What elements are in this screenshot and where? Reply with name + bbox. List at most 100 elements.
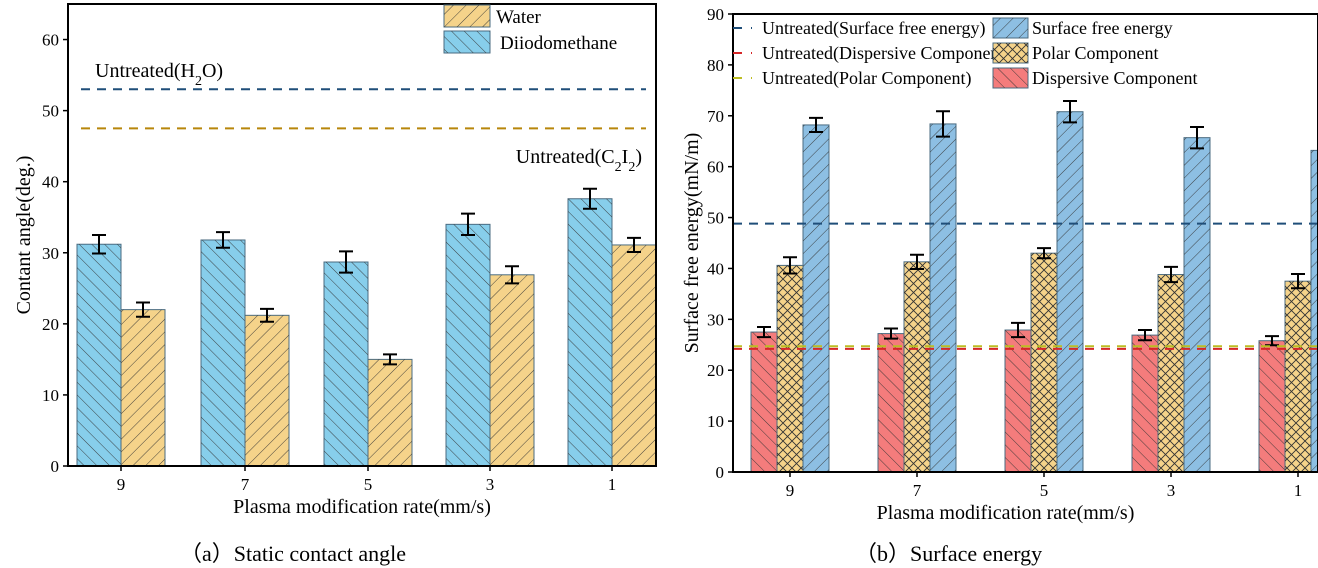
bar-hatch	[77, 244, 121, 466]
legend-swatch-hatch	[444, 31, 490, 53]
bar-hatch	[568, 198, 612, 466]
legend-swatch-hatch	[993, 18, 1028, 38]
error-bar	[92, 234, 106, 255]
bar-hatch	[751, 332, 777, 472]
error-bar	[1138, 329, 1152, 342]
error-bar	[583, 187, 597, 210]
error-bar	[260, 307, 274, 323]
bar-hatch	[878, 333, 904, 472]
bar-hatch	[803, 124, 829, 472]
x-tick-label: 9	[786, 481, 795, 500]
bar-hatch	[1031, 253, 1057, 472]
chart-a: 0 10 20 30 40 50 60 9 7 5 3 1 Plasma modification ra…	[13, 3, 657, 518]
x-tick-label: 7	[913, 481, 922, 500]
y-tick-label: 50	[707, 209, 724, 228]
error-bar	[783, 256, 797, 275]
y-tick-label: 10	[42, 386, 59, 405]
legend-label: Dispersive Component	[1032, 68, 1197, 88]
y-tick-label: 70	[707, 107, 724, 126]
x-tick-label: 1	[608, 475, 617, 494]
x-tick-label: 7	[241, 475, 250, 494]
legend-label: Untreated(Surface free energy)	[762, 18, 986, 39]
legend-label: Diiodomethane	[500, 33, 617, 54]
error-bar	[505, 265, 519, 285]
x-tick-label: 3	[486, 475, 495, 494]
y-tick-label: 0	[51, 457, 60, 476]
bar-hatch	[1132, 335, 1158, 472]
y-tick-label: 30	[42, 244, 59, 263]
chart-b: 0 10 20 30 40 50 60 70 80 90 9 7 5 3 1 Plasma modificat…	[681, 5, 1318, 524]
bar-hatch	[324, 262, 368, 466]
bar-hatch	[201, 239, 245, 466]
legend-label: Untreated(Polar Component)	[762, 68, 971, 89]
bar-hatch	[777, 265, 803, 472]
error-bar	[627, 236, 641, 254]
x-tick-label: 5	[364, 475, 373, 494]
caption-b: （b）Surface energy	[855, 541, 1043, 566]
bar-hatch	[1158, 274, 1184, 472]
error-bar	[1190, 125, 1204, 150]
bar-hatch	[1184, 137, 1210, 472]
error-bar	[1291, 273, 1305, 290]
error-bar	[1011, 321, 1025, 339]
error-bar	[1063, 100, 1077, 124]
error-bar	[383, 353, 397, 366]
y-tick-label: 30	[707, 310, 724, 329]
x-tick-label: 9	[117, 475, 126, 494]
bar-hatch	[904, 261, 930, 472]
error-bar	[809, 116, 823, 134]
legend-swatch-hatch	[993, 43, 1028, 63]
y-tick-label: 60	[42, 31, 59, 50]
y-tick-label: 20	[707, 361, 724, 380]
x-tick-label: 3	[1167, 481, 1176, 500]
y-tick-label: 60	[707, 158, 724, 177]
bar-hatch	[1005, 330, 1031, 472]
y-tick-label: 0	[716, 463, 725, 482]
caption-a: （a）Static contact angle	[180, 541, 407, 566]
y-axis-label: Contant angle(deg.)	[13, 156, 35, 315]
bar-hatch	[446, 224, 490, 466]
y-tick-label: 10	[707, 412, 724, 431]
bar-hatch	[1259, 340, 1285, 472]
bar-hatch	[245, 315, 289, 466]
error-bar	[339, 250, 353, 274]
error-bar	[936, 110, 950, 138]
reference-label: Untreated(H2O)	[95, 60, 223, 89]
error-bar	[136, 301, 150, 318]
y-tick-label: 40	[42, 173, 59, 192]
y-tick-label: 20	[42, 315, 59, 334]
legend-label: Untreated(Dispersive Component)	[762, 43, 1010, 64]
reference-label: Untreated(C2I2)	[516, 146, 642, 175]
bar-hatch	[1285, 281, 1311, 472]
error-bar	[910, 253, 924, 270]
legend-label: Polar Component	[1032, 43, 1159, 63]
x-axis-label: Plasma modification rate(mm/s)	[233, 496, 491, 518]
legend-label: Surface free energy	[1032, 18, 1173, 38]
error-bar	[461, 212, 475, 236]
bar-hatch	[368, 359, 412, 466]
plot-frame	[732, 13, 1318, 473]
x-axis-label: Plasma modification rate(mm/s)	[877, 502, 1135, 524]
error-bar	[216, 231, 230, 249]
x-tick-label: 5	[1040, 481, 1049, 500]
legend-swatch-hatch	[993, 68, 1028, 88]
legend-label: Water	[496, 7, 542, 28]
y-tick-label: 40	[707, 259, 724, 278]
bar-hatch	[121, 309, 165, 466]
error-bar	[1037, 247, 1051, 260]
y-tick-label: 80	[707, 56, 724, 75]
legend-swatch-hatch	[444, 5, 490, 27]
y-axis-label: Surface free energy(mN/m)	[681, 133, 703, 354]
bar-hatch	[930, 123, 956, 473]
error-bar	[884, 327, 898, 340]
bar-hatch	[1057, 111, 1083, 472]
bar-hatch	[612, 244, 656, 466]
error-bar	[1164, 265, 1178, 284]
error-bar	[757, 325, 771, 339]
bar-hatch	[490, 274, 534, 466]
error-bar	[1265, 335, 1279, 347]
y-tick-label: 50	[42, 102, 59, 121]
plot-frame	[67, 3, 657, 467]
y-tick-label: 90	[707, 5, 724, 24]
